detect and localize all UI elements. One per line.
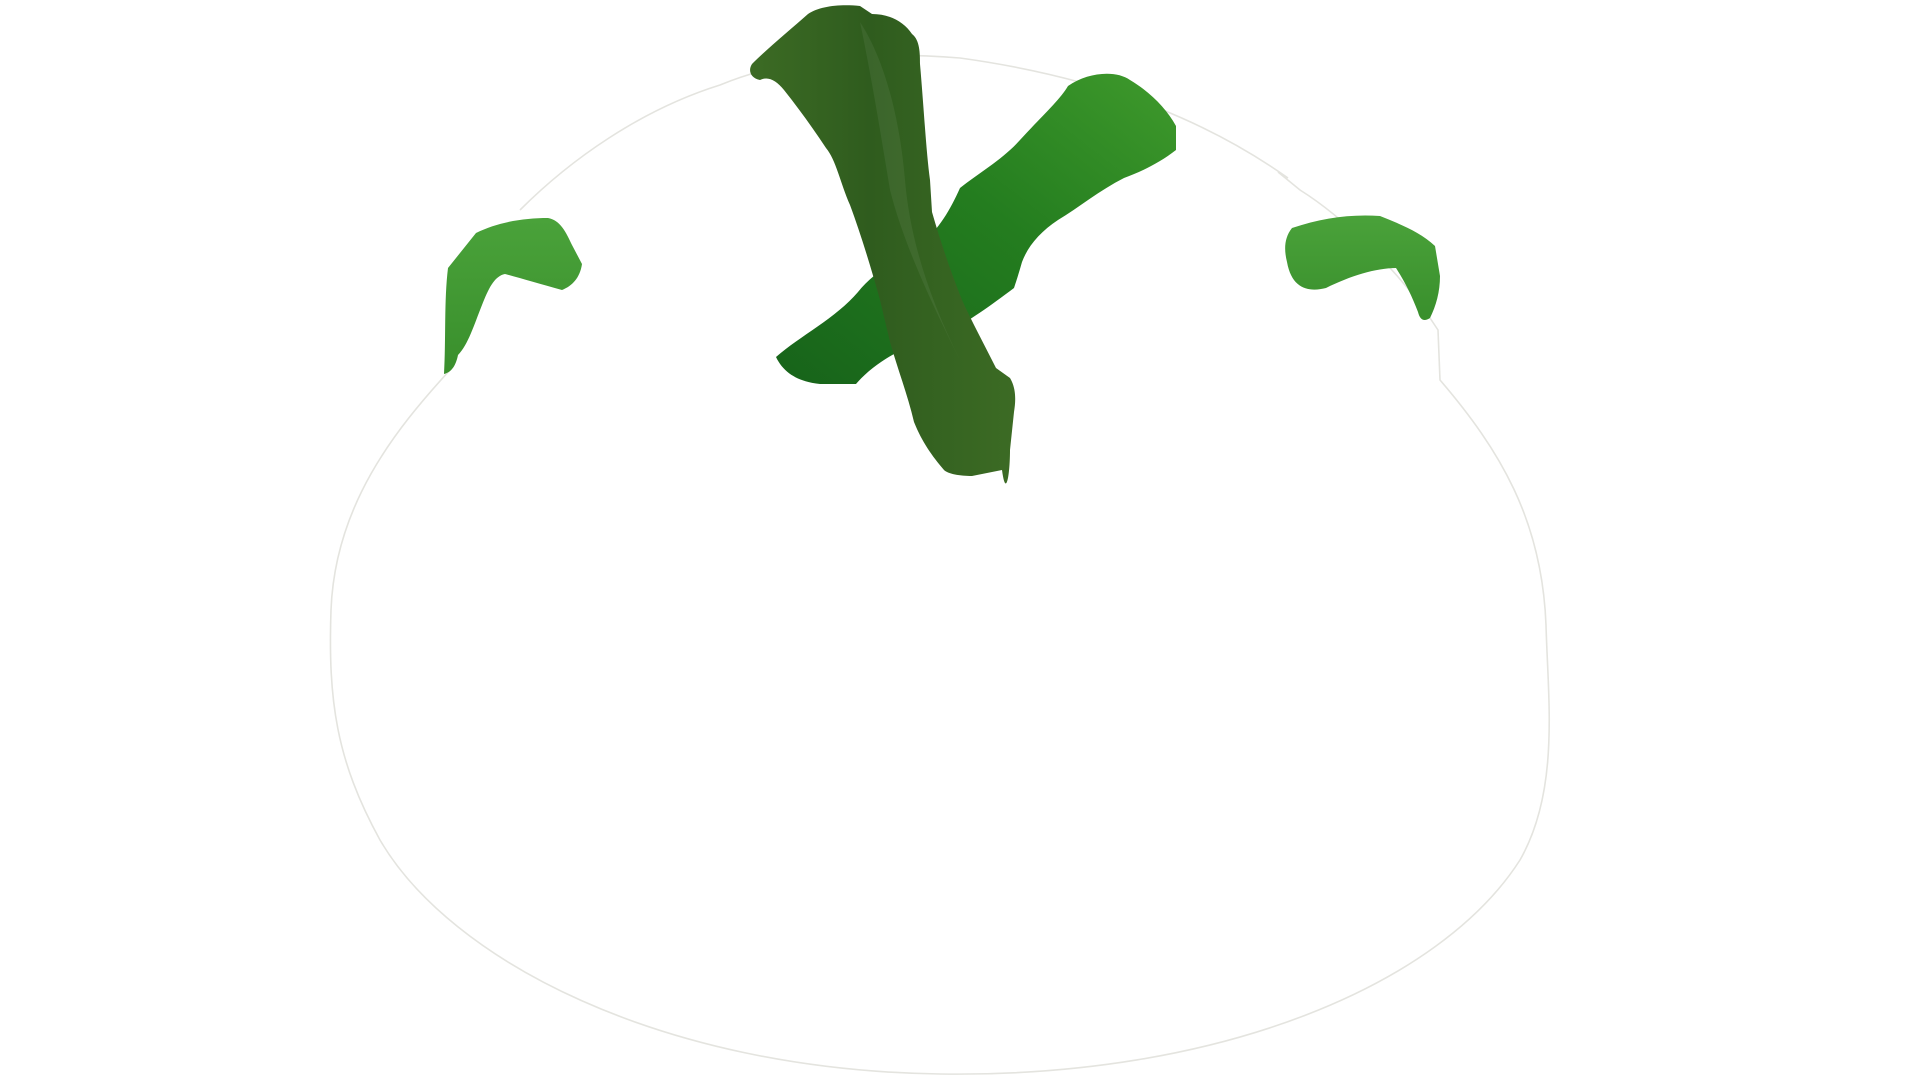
tomato-body-outline: [329, 54, 1550, 1075]
right-sepal: [1285, 215, 1440, 320]
stem-highlight: [860, 22, 960, 360]
diagonal-leaf: [776, 73, 1176, 384]
left-sepal: [444, 218, 582, 374]
main-stem: [750, 5, 1016, 484]
